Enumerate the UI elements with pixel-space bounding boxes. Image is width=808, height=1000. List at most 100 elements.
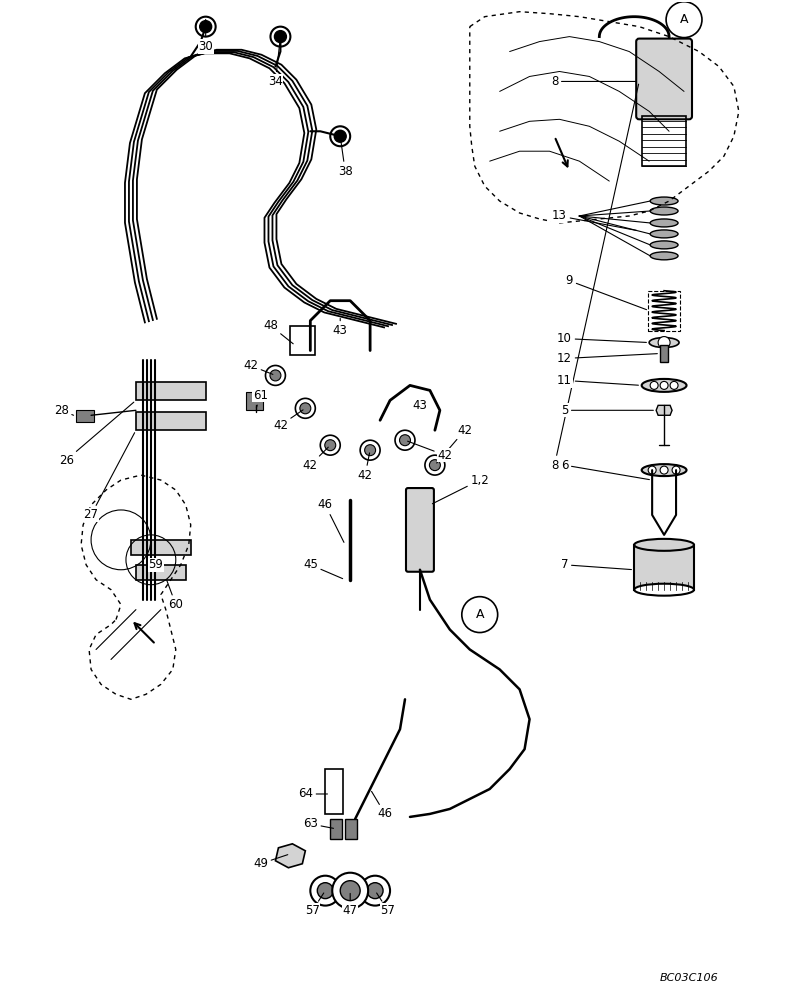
Text: 45: 45 [303, 558, 343, 579]
Ellipse shape [634, 584, 694, 596]
Circle shape [325, 440, 336, 451]
Text: 7: 7 [561, 558, 631, 571]
Ellipse shape [642, 464, 687, 476]
Bar [246, 392, 263, 410]
Text: 42: 42 [358, 453, 372, 482]
Circle shape [429, 460, 440, 471]
Text: 27: 27 [83, 433, 135, 521]
Bar [648, 291, 680, 331]
Text: 38: 38 [338, 139, 352, 178]
Circle shape [270, 370, 281, 381]
Text: 60: 60 [166, 580, 183, 611]
Bar [76, 410, 94, 422]
Text: 46: 46 [372, 791, 393, 820]
Circle shape [330, 126, 350, 146]
Text: 61: 61 [253, 389, 268, 408]
Bar [642, 116, 686, 166]
Circle shape [660, 466, 668, 474]
Text: 64: 64 [298, 787, 327, 800]
Circle shape [672, 466, 680, 474]
Polygon shape [276, 844, 305, 868]
FancyBboxPatch shape [636, 39, 692, 119]
Circle shape [340, 881, 360, 901]
Text: 8: 8 [551, 84, 638, 472]
Text: 57: 57 [377, 893, 395, 917]
Circle shape [335, 130, 346, 142]
Circle shape [360, 876, 390, 906]
Text: 8: 8 [551, 75, 637, 88]
Text: 13: 13 [552, 209, 567, 222]
Ellipse shape [649, 338, 679, 348]
Text: 59: 59 [148, 554, 163, 571]
Circle shape [360, 440, 380, 460]
Text: 47: 47 [343, 893, 358, 917]
Circle shape [425, 455, 445, 475]
Bar [136, 382, 206, 400]
Text: 12: 12 [557, 352, 658, 365]
Circle shape [196, 17, 216, 37]
Bar [326, 769, 343, 814]
Ellipse shape [634, 539, 694, 551]
Bar [634, 545, 694, 590]
Text: A: A [475, 608, 484, 621]
Text: 1,2: 1,2 [432, 474, 489, 504]
Bar [330, 819, 343, 839]
Circle shape [659, 337, 670, 349]
Text: 6: 6 [561, 459, 650, 480]
Circle shape [296, 398, 315, 418]
Circle shape [648, 466, 656, 474]
Circle shape [271, 27, 290, 47]
Circle shape [200, 21, 212, 33]
Text: 30: 30 [198, 19, 213, 53]
Circle shape [318, 883, 333, 899]
Text: 42: 42 [407, 441, 452, 462]
Ellipse shape [650, 219, 678, 227]
Text: BC03C106: BC03C106 [660, 973, 719, 983]
Text: 49: 49 [253, 855, 288, 870]
Ellipse shape [650, 230, 678, 238]
Circle shape [395, 430, 415, 450]
Ellipse shape [650, 252, 678, 260]
Circle shape [367, 883, 383, 899]
Text: 43: 43 [413, 399, 427, 412]
Circle shape [650, 381, 659, 389]
Ellipse shape [642, 379, 687, 392]
Text: 42: 42 [243, 359, 273, 374]
Bar [345, 819, 357, 839]
Text: A: A [680, 13, 688, 26]
Polygon shape [656, 405, 672, 415]
Bar [136, 412, 206, 430]
Text: 13: 13 [552, 209, 637, 230]
Circle shape [399, 435, 410, 446]
Text: 46: 46 [318, 498, 344, 542]
Bar [290, 326, 315, 355]
Circle shape [332, 873, 368, 909]
Text: 42: 42 [436, 424, 473, 463]
Ellipse shape [650, 241, 678, 249]
Text: 28: 28 [54, 404, 74, 417]
Text: 26: 26 [59, 402, 134, 467]
Circle shape [320, 435, 340, 455]
Text: 5: 5 [561, 404, 654, 417]
FancyBboxPatch shape [406, 488, 434, 572]
Text: 57: 57 [305, 893, 324, 917]
Circle shape [275, 31, 286, 43]
Ellipse shape [650, 207, 678, 215]
Circle shape [670, 381, 678, 389]
Bar [660, 345, 668, 362]
Text: 42: 42 [303, 447, 328, 472]
Text: 42: 42 [273, 410, 303, 432]
Circle shape [364, 445, 376, 456]
Text: 9: 9 [566, 274, 646, 310]
Text: 11: 11 [557, 374, 638, 387]
Bar [131, 540, 191, 555]
Ellipse shape [650, 197, 678, 205]
Text: 48: 48 [263, 319, 293, 344]
Circle shape [300, 403, 311, 414]
Text: 63: 63 [303, 817, 334, 830]
Circle shape [266, 365, 285, 385]
Circle shape [660, 381, 668, 389]
Text: 10: 10 [557, 332, 646, 345]
Text: 34: 34 [268, 39, 283, 88]
Text: 43: 43 [333, 318, 347, 337]
